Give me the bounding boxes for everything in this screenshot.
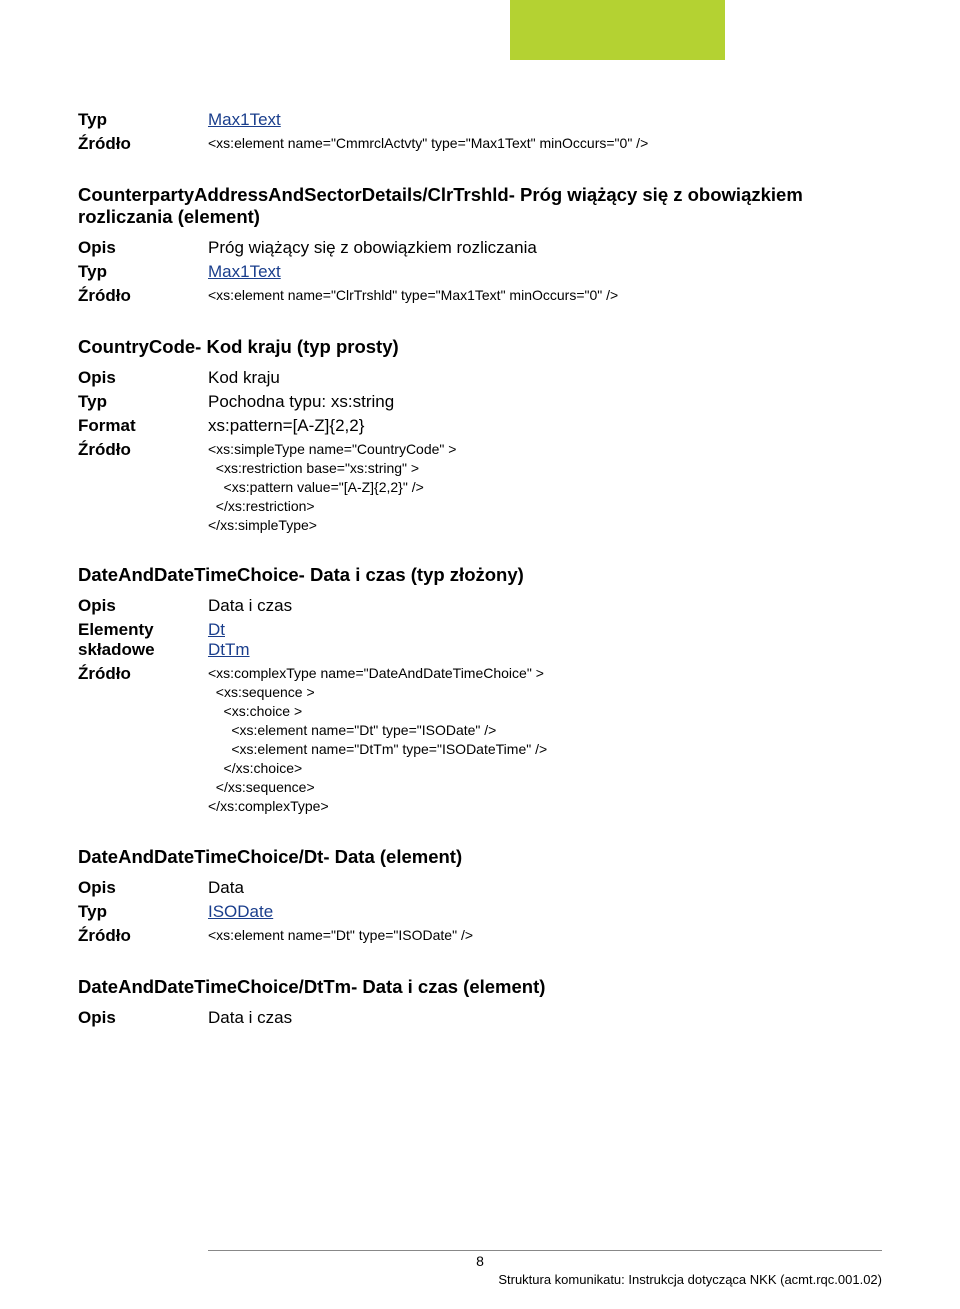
typ-label: Typ bbox=[78, 110, 208, 130]
opis-label: Opis bbox=[78, 1008, 208, 1028]
format-value: xs:pattern=[A-Z]{2,2} bbox=[208, 416, 882, 436]
section-title: DateAndDateTimeChoice/DtTm- Data i czas … bbox=[78, 976, 882, 998]
typ-link[interactable]: Max1Text bbox=[208, 262, 281, 281]
footer-text: Struktura komunikatu: Instrukcja dotyczą… bbox=[498, 1272, 882, 1287]
zrodlo-code: <xs:element name="Dt" type="ISODate" /> bbox=[208, 926, 882, 946]
typ-value: Pochodna typu: xs:string bbox=[208, 392, 882, 412]
opis-value: Data i czas bbox=[208, 596, 882, 616]
element-link-dt[interactable]: Dt bbox=[208, 620, 225, 639]
section-title: CounterpartyAddressAndSectorDetails/ClrT… bbox=[78, 184, 882, 228]
section-title: CountryCode- Kod kraju (typ prosty) bbox=[78, 336, 882, 358]
typ-link[interactable]: Max1Text bbox=[208, 110, 281, 129]
zrodlo-label: Źródło bbox=[78, 440, 208, 534]
zrodlo-code: <xs:complexType name="DateAndDateTimeCho… bbox=[208, 664, 882, 815]
zrodlo-label: Źródło bbox=[78, 134, 208, 154]
typ-link[interactable]: ISODate bbox=[208, 902, 273, 921]
typ-label: Typ bbox=[78, 262, 208, 282]
typ-label: Typ bbox=[78, 902, 208, 922]
opis-value: Data bbox=[208, 878, 882, 898]
zrodlo-code: <xs:simpleType name="CountryCode" > <xs:… bbox=[208, 440, 882, 534]
element-link-dttm[interactable]: DtTm bbox=[208, 640, 250, 659]
format-label: Format bbox=[78, 416, 208, 436]
page-number: 8 bbox=[0, 1253, 960, 1269]
elementy-label: Elementy składowe bbox=[78, 620, 208, 660]
header-green-box bbox=[510, 0, 725, 60]
footer-rule bbox=[208, 1250, 882, 1251]
zrodlo-code: <xs:element name="CmmrclActvty" type="Ma… bbox=[208, 134, 882, 154]
section-title: DateAndDateTimeChoice/Dt- Data (element) bbox=[78, 846, 882, 868]
page-content: Typ Max1Text Źródło <xs:element name="Cm… bbox=[78, 110, 882, 1032]
section-title: DateAndDateTimeChoice- Data i czas (typ … bbox=[78, 564, 882, 586]
zrodlo-code: <xs:element name="ClrTrshld" type="Max1T… bbox=[208, 286, 882, 306]
opis-value: Data i czas bbox=[208, 1008, 882, 1028]
zrodlo-label: Źródło bbox=[78, 286, 208, 306]
opis-label: Opis bbox=[78, 368, 208, 388]
zrodlo-label: Źródło bbox=[78, 926, 208, 946]
opis-label: Opis bbox=[78, 878, 208, 898]
opis-value: Kod kraju bbox=[208, 368, 882, 388]
zrodlo-label: Źródło bbox=[78, 664, 208, 815]
typ-label: Typ bbox=[78, 392, 208, 412]
opis-label: Opis bbox=[78, 596, 208, 616]
opis-value: Próg wiążący się z obowiązkiem rozliczan… bbox=[208, 238, 882, 258]
opis-label: Opis bbox=[78, 238, 208, 258]
